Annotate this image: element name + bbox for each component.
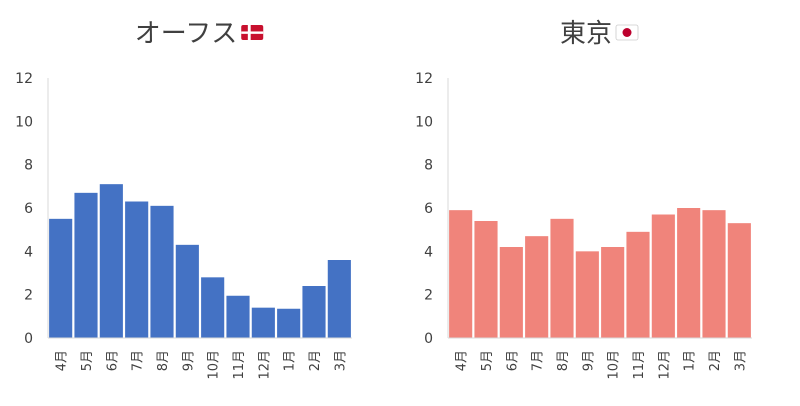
y-tick-label: 8	[24, 158, 33, 174]
bar	[251, 307, 275, 338]
y-tick-label: 6	[24, 201, 33, 217]
chart-title: オーフス	[135, 19, 237, 49]
chart-title: 東京	[560, 19, 612, 49]
x-tick-label: 8月	[156, 350, 171, 371]
bar	[575, 251, 599, 338]
y-tick-label: 6	[424, 201, 433, 217]
bar	[99, 184, 123, 338]
bar	[201, 277, 225, 338]
x-tick-label: 2月	[708, 350, 723, 371]
chart-aarhus: オーフス 0 2 4 6 8 10 12 4月 5月 6月 7月 8月 9月 10月 11月 12月 1月 2月 3月	[15, 19, 352, 380]
bar	[125, 201, 149, 338]
x-tick-label: 1月	[283, 350, 298, 371]
x-tick-label: 4月	[455, 350, 470, 371]
y-tick-label: 12	[15, 71, 33, 87]
y-tick-label: 4	[24, 244, 33, 260]
y-tick-label: 2	[424, 288, 433, 304]
bar	[702, 210, 726, 338]
x-tick-label: 7月	[131, 350, 146, 371]
x-tick-label: 7月	[531, 350, 546, 371]
x-tick-label: 9月	[581, 350, 596, 371]
bar	[327, 260, 351, 338]
japan-flag-icon	[615, 24, 639, 41]
y-tick-label: 0	[24, 331, 33, 347]
x-tick-label: 11月	[632, 350, 647, 380]
x-tick-label: 12月	[657, 350, 672, 380]
bar	[525, 236, 549, 338]
bar	[651, 214, 675, 338]
x-tick-label: 3月	[733, 350, 748, 371]
bar	[226, 295, 250, 338]
bar	[49, 218, 73, 338]
x-tick-label: 11月	[232, 350, 247, 380]
x-tick-label: 10月	[207, 350, 222, 380]
bar	[175, 244, 199, 338]
x-tick-label: 5月	[80, 350, 95, 371]
x-tick-label: 2月	[308, 350, 323, 371]
bar	[277, 308, 301, 338]
x-tick-label: 9月	[181, 350, 196, 371]
bar	[727, 223, 751, 338]
x-tick-label: 10月	[607, 350, 622, 380]
bar	[677, 208, 701, 338]
bar	[150, 205, 174, 338]
y-tick-label: 10	[15, 114, 33, 130]
bar	[449, 210, 473, 338]
y-tick-label: 8	[424, 158, 433, 174]
y-tick-label: 4	[424, 244, 433, 260]
bar	[474, 221, 498, 338]
x-tick-label: 1月	[683, 350, 698, 371]
bar	[601, 247, 625, 338]
y-tick-label: 0	[424, 331, 433, 347]
y-tick-label: 12	[415, 71, 433, 87]
x-tick-label: 3月	[333, 350, 348, 371]
y-tick-label: 2	[24, 288, 33, 304]
bar	[550, 218, 574, 338]
x-tick-label: 4月	[55, 350, 70, 371]
x-tick-label: 6月	[105, 350, 120, 371]
denmark-flag-icon	[241, 25, 264, 40]
bar	[74, 192, 98, 338]
x-tick-label: 6月	[505, 350, 520, 371]
x-tick-label: 5月	[480, 350, 495, 371]
x-tick-label: 12月	[257, 350, 272, 380]
chart-tokyo: 東京 0 2 4 6 8 10 12 4月 5月 6月 7月 8月 9月 10月 11月 12月 1月 2月 3月	[415, 19, 752, 380]
y-tick-label: 10	[415, 114, 433, 130]
bar	[499, 247, 523, 338]
x-tick-label: 8月	[556, 350, 571, 371]
bar	[302, 286, 326, 338]
bar	[626, 231, 650, 338]
